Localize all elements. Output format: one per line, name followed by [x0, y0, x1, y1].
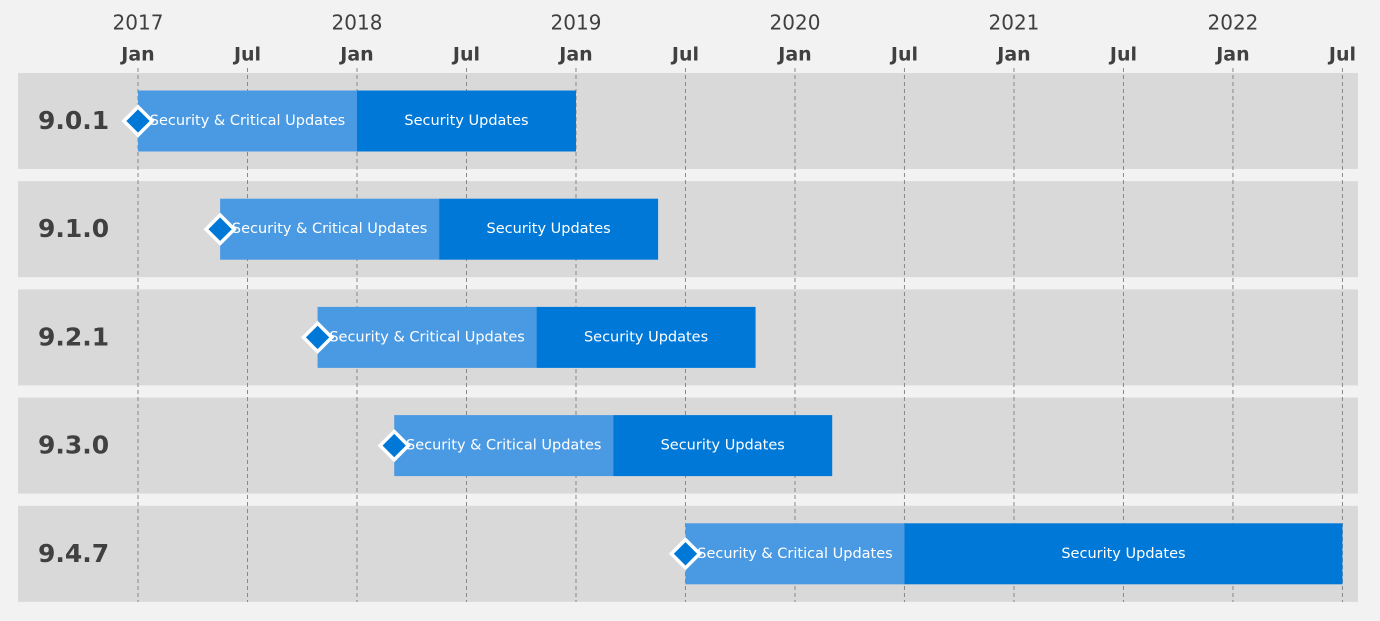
x-tick-label: Jan	[338, 44, 373, 66]
release-marker	[203, 212, 237, 246]
segment-label: Security Updates	[486, 221, 610, 237]
year-label: 2017	[113, 11, 164, 35]
x-tick-label: Jul	[1327, 44, 1356, 66]
segment-label: Security & Critical Updates	[406, 438, 601, 454]
release-marker	[377, 428, 411, 463]
x-tick-label: Jan	[995, 44, 1030, 66]
segment-bar	[613, 415, 833, 477]
year-label: 2018	[332, 11, 383, 35]
row-label: 9.0.1	[38, 106, 109, 135]
segment-label: Security Updates	[404, 113, 528, 129]
segment-bar	[138, 90, 357, 152]
x-tick-label: Jul	[232, 44, 261, 66]
segment-bar	[317, 306, 537, 368]
segment-label: Security & Critical Updates	[697, 546, 892, 562]
x-tick-label: Jul	[670, 44, 699, 66]
segment-label: Security Updates	[1061, 546, 1185, 562]
x-tick-label: Jul	[1108, 44, 1137, 66]
segment-label: Security & Critical Updates	[232, 221, 427, 237]
x-tick-label: Jan	[557, 44, 592, 66]
year-label: 2020	[770, 11, 821, 35]
release-marker	[121, 104, 155, 138]
x-tick-label: Jul	[451, 44, 480, 66]
release-marker	[300, 320, 335, 355]
segment-bar	[685, 523, 905, 585]
segment-label: Security Updates	[584, 329, 708, 345]
segment-label: Security Updates	[661, 438, 785, 454]
x-tick-label: Jan	[776, 44, 811, 66]
year-label: 2021	[989, 11, 1040, 35]
release-marker	[668, 537, 703, 571]
x-tick-label: Jul	[889, 44, 918, 66]
segment-bar	[220, 198, 440, 260]
x-tick-label: Jan	[1214, 44, 1249, 66]
row-label: 9.3.0	[38, 431, 109, 460]
x-tick-label: Jan	[119, 44, 154, 66]
segment-label: Security & Critical Updates	[150, 113, 345, 129]
segment-label: Security & Critical Updates	[329, 329, 524, 345]
segment-bar	[356, 90, 576, 152]
year-label: 2019	[551, 11, 602, 35]
segment-bar	[904, 523, 1343, 585]
year-label: 2022	[1208, 11, 1259, 35]
segment-bar	[536, 306, 756, 368]
segment-bar	[394, 415, 614, 477]
row-label: 9.2.1	[38, 322, 109, 351]
row-label: 9.4.7	[38, 539, 109, 568]
segment-bar	[439, 198, 659, 260]
row-label: 9.1.0	[38, 214, 109, 243]
